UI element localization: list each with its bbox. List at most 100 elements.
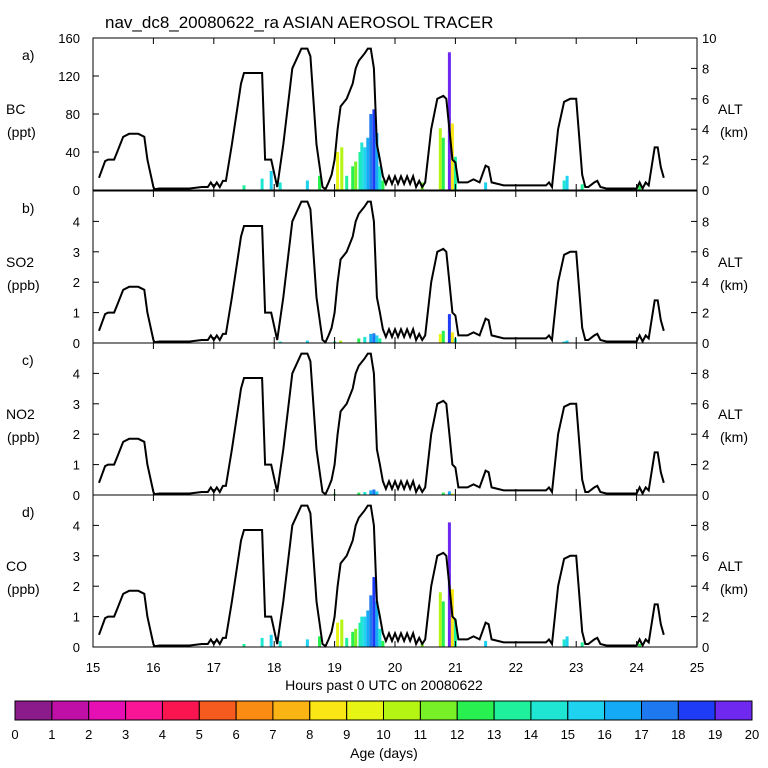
tracer-bar-so2-9: [378, 338, 381, 343]
tracer-bar-co-6: [336, 623, 339, 647]
right-axis-label: ALT: [718, 558, 743, 574]
colorbar-tick-label: 14: [524, 727, 538, 742]
tracer-bar-co-14: [366, 611, 369, 648]
colorbar-label: Age (days): [350, 745, 418, 761]
right-axis-units: (km): [720, 277, 748, 293]
altitude-line-bc: [99, 49, 664, 190]
colorbar-tick-label: 15: [561, 727, 575, 742]
panel-no2: 0123402468c)NO2(ppb)ALT(km): [6, 343, 748, 503]
tracer-bar-co-8: [345, 638, 348, 647]
tracer-bar-co-19: [381, 641, 384, 647]
tracer-bar-no2-7: [448, 491, 451, 495]
colorbar-tick-label: 20: [745, 727, 759, 742]
age-colorbar: 0 1 2 3 4 5 6 7 8 9 10 11 12 13 14 15 16 17 18 19 20: [11, 701, 759, 742]
tracer-bar-bc-22: [442, 138, 445, 190]
colorbar-swatch: [162, 701, 199, 720]
y-tick-label: 0: [73, 488, 80, 503]
species-label: CO: [6, 558, 27, 574]
tracer-bar-bc-4: [306, 181, 309, 191]
tracer-bar-no2-3: [369, 490, 372, 495]
tracer-bar-co-7: [340, 620, 343, 647]
y-tick-label: 80: [66, 107, 80, 122]
right-axis-label: ALT: [718, 254, 743, 270]
x-tick-label: 21: [448, 660, 462, 675]
chart-title: nav_dc8_20080622_ra ASIAN AEROSOL TRACER: [105, 13, 493, 32]
tracer-bar-bc-10: [354, 162, 357, 191]
colorbar-swatch: [678, 701, 715, 720]
colorbar-swatch: [715, 701, 752, 720]
alt-tick-label: 4: [702, 122, 709, 137]
tracer-bar-bc-19: [381, 181, 384, 191]
colorbar-swatch: [273, 701, 310, 720]
colorbar-swatch: [347, 701, 384, 720]
species-units: (ppt): [7, 124, 36, 140]
panel-frame: [93, 191, 697, 343]
colorbar-tick-label: 19: [708, 727, 722, 742]
tracer-bar-bc-14: [366, 138, 369, 190]
x-tick-label: 15: [86, 660, 100, 675]
y-tick-label: 1: [73, 306, 80, 321]
colorbar-tick-label: 2: [85, 727, 92, 742]
alt-tick-label: 0: [702, 488, 709, 503]
alt-tick-label: 4: [702, 427, 709, 442]
tracer-bar-bc-9: [351, 166, 354, 190]
colorbar-tick-label: 6: [232, 727, 239, 742]
y-tick-label: 1: [73, 610, 80, 625]
alt-tick-label: 8: [702, 214, 709, 229]
y-tick-label: 3: [73, 549, 80, 564]
tracer-bar-co-9: [351, 632, 354, 647]
tracer-bar-so2-10: [439, 334, 442, 343]
alt-tick-label: 2: [702, 306, 709, 321]
x-tick-label: 20: [388, 660, 402, 675]
y-tick-label: 0: [73, 336, 80, 351]
tracer-bar-co-28: [566, 636, 569, 647]
y-tick-label: 1: [73, 458, 80, 473]
colorbar-tick-label: 7: [269, 727, 276, 742]
tracer-bar-co-5: [318, 636, 321, 647]
y-tick-label: 2: [73, 427, 80, 442]
colorbar-tick-label: 18: [671, 727, 685, 742]
tracer-bar-bc-29: [581, 184, 584, 190]
chart-canvas: nav_dc8_20080622_ra ASIAN AEROSOL TRACER…: [0, 0, 768, 768]
panel-letter: a): [22, 47, 34, 63]
tracer-bar-co-18: [378, 629, 381, 647]
x-tick-label: 16: [146, 660, 160, 675]
tracer-bar-co-26: [484, 641, 487, 647]
colorbar-tick-label: 12: [450, 727, 464, 742]
alt-tick-label: 8: [702, 61, 709, 76]
x-axis-label: Hours past 0 UTC on 20080622: [285, 677, 483, 693]
tracer-bar-no2-5: [375, 491, 378, 495]
colorbar-swatch: [642, 701, 679, 720]
colorbar-tick-label: 8: [306, 727, 313, 742]
panel-frame: [93, 495, 697, 647]
alt-tick-label: 6: [702, 549, 709, 564]
tracer-bar-bc-12: [360, 143, 363, 191]
y-tick-label: 3: [73, 245, 80, 260]
tracer-bar-co-16: [372, 577, 375, 647]
colorbar-swatch: [199, 701, 236, 720]
colorbar-tick-label: 9: [343, 727, 350, 742]
tracer-bar-co-27: [563, 639, 566, 647]
tracer-bar-bc-7: [340, 147, 343, 190]
colorbar-tick-label: 3: [122, 727, 129, 742]
alt-tick-label: 10: [702, 31, 716, 46]
colorbar-swatch: [15, 701, 52, 720]
alt-tick-label: 4: [702, 275, 709, 290]
y-tick-label: 120: [58, 69, 80, 84]
x-tick-label: 24: [629, 660, 643, 675]
tracer-bar-so2-11: [442, 331, 445, 343]
tracer-bar-co-2: [270, 635, 273, 647]
right-axis-units: (km): [720, 429, 748, 445]
tracer-bar-so2-8: [375, 335, 378, 343]
species-units: (ppb): [7, 429, 40, 445]
panel-letter: c): [22, 352, 34, 368]
tracer-bar-bc-28: [566, 176, 569, 190]
panel-so2: 0123402468b)SO2(ppb)ALT(km): [6, 191, 748, 351]
alt-tick-label: 6: [702, 245, 709, 260]
tracer-bar-bc-2: [270, 171, 273, 190]
colorbar-swatch: [384, 701, 421, 720]
right-axis-label: ALT: [718, 101, 743, 117]
y-tick-label: 0: [73, 183, 80, 198]
species-units: (ppb): [7, 581, 40, 597]
alt-tick-label: 6: [702, 397, 709, 412]
